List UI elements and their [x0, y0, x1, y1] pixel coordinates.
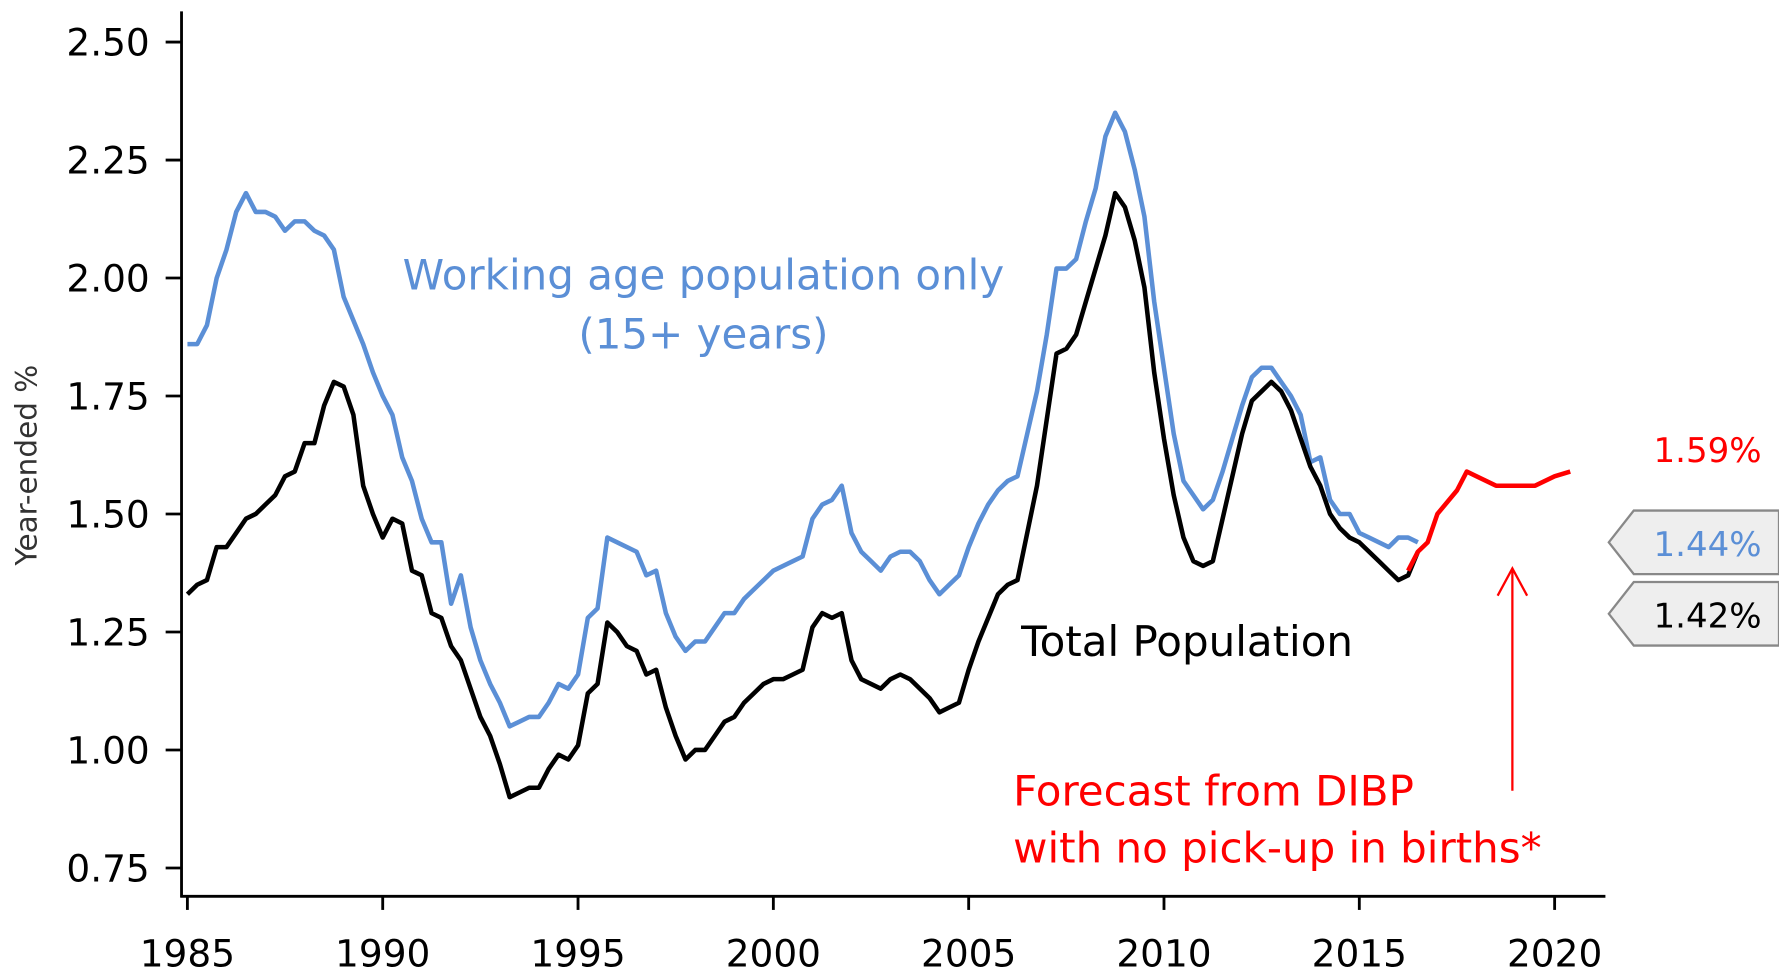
x-tick-label: 1985 — [140, 932, 235, 976]
y-tick-label: 1.00 — [66, 729, 149, 773]
y-tick-label: 1.50 — [66, 493, 149, 537]
x-tick-label: 2005 — [921, 932, 1016, 976]
x-tick-label: 2020 — [1507, 932, 1602, 976]
forecast-arrow-head — [1496, 566, 1529, 597]
x-tick-label: 2000 — [726, 932, 821, 976]
annotation: with no pick-up in births* — [1013, 823, 1541, 872]
series-line — [187, 110, 1419, 729]
y-tick-label: 2.50 — [66, 21, 149, 65]
y-axis-label: Year-ended % — [9, 365, 43, 567]
x-tick-label: 2010 — [1116, 932, 1211, 976]
y-tick-label: 0.75 — [66, 847, 149, 891]
annotation: (15+ years) — [578, 309, 828, 358]
end-label-box — [1607, 580, 1779, 647]
end-label: 1.44% — [1653, 525, 1761, 565]
end-label: 1.42% — [1653, 596, 1761, 636]
annotation: Forecast from DIBP — [1013, 767, 1414, 816]
x-tick-label: 1990 — [335, 932, 430, 976]
series-line — [185, 190, 1420, 800]
y-tick-label: 1.25 — [66, 611, 149, 655]
y-tick-label: 2.25 — [66, 139, 149, 183]
x-tick-label: 1995 — [530, 932, 625, 976]
annotation: Working age population only — [403, 250, 1004, 299]
series-line — [1406, 469, 1571, 572]
y-tick-label: 2.00 — [66, 257, 149, 301]
annotation: Total Population — [1020, 617, 1353, 666]
y-tick-label: 1.75 — [66, 375, 149, 419]
x-tick-label: 2015 — [1312, 932, 1407, 976]
end-label: 1.59% — [1653, 431, 1761, 471]
end-label-box — [1607, 509, 1779, 576]
